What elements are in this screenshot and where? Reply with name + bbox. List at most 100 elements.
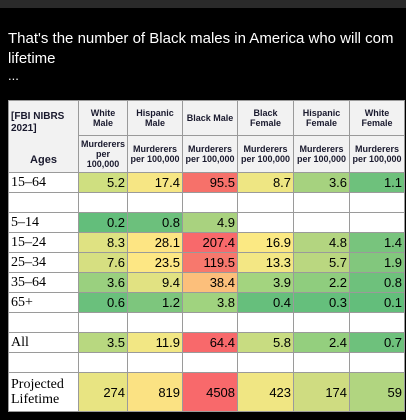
unit-header: Murderers per 100,000 [293,135,351,173]
row-label: 15–64 [8,172,79,193]
empty-cell [182,352,239,373]
cell-value: 5.8 [237,332,295,353]
empty-cell [293,192,351,213]
cell-value: 2.4 [293,332,351,353]
cell-value: 4.8 [293,232,351,253]
cell-value: 819 [127,372,184,412]
cell-value: 28.1 [127,232,184,253]
cell-value: 16.9 [237,232,295,253]
cell-value [349,212,406,233]
data-row: 15–24 8.3 28.1 207.4 16.9 4.8 1.4 [8,232,406,253]
unit-header: Murderers per 100,000 [77,135,129,173]
cell-value: 9.4 [127,272,184,293]
cell-value: 174 [293,372,351,412]
cell-value: 0.8 [127,212,184,233]
cell-value: 7.6 [77,252,129,273]
empty-cell [8,192,79,213]
table: [FBI NIBRS 2021] Ages White Male Hispanic M… [8,100,406,412]
cell-value: 38.4 [182,272,239,293]
row-label: 65+ [8,292,79,313]
data-row: Projected Lifetime 274 819 4508 423 174 59 [8,372,406,412]
column-header: Black Male [182,100,239,136]
spacer-row [8,192,406,213]
show-more[interactable]: ... [8,68,19,83]
source-label: [FBI NIBRS 2021] [11,111,65,134]
row-label: 5–14 [8,212,79,233]
data-row: 15–64 5.2 17.4 95.5 8.7 3.6 1.1 [8,172,406,193]
spacer-row [8,312,406,333]
cell-value: 13.3 [237,252,295,273]
unit-header: Murderers per 100,000 [182,135,239,173]
cell-value: 11.9 [127,332,184,353]
cell-value: 119.5 [182,252,239,273]
empty-cell [182,312,239,333]
cell-value: 0.3 [293,292,351,313]
cell-value: 4508 [182,372,239,412]
unit-header: Murderers per 100,000 [237,135,295,173]
data-row: 5–14 0.2 0.8 4.9 [8,212,406,233]
unit-header: Murderers per 100,000 [127,135,184,173]
empty-cell [237,352,295,373]
empty-cell [293,312,351,333]
cell-value: 5.7 [293,252,351,273]
cell-value: 5.2 [77,172,129,193]
cell-value: 3.9 [237,272,295,293]
data-row: 65+ 0.6 1.2 3.8 0.4 0.3 0.1 [8,292,406,313]
empty-cell [8,312,79,333]
cell-value: 423 [237,372,295,412]
top-bar [0,0,406,8]
cell-value: 274 [77,372,129,412]
empty-cell [127,192,184,213]
cell-value: 3.6 [77,272,129,293]
empty-cell [349,352,406,373]
empty-cell [182,192,239,213]
cell-value [237,212,295,233]
column-header: Black Female [237,100,295,136]
cell-value: 8.3 [77,232,129,253]
cell-value: 207.4 [182,232,239,253]
cell-value: 3.8 [182,292,239,313]
cell-value: 95.5 [182,172,239,193]
cell-value: 0.1 [349,292,406,313]
row-label: All [8,332,79,353]
cell-value: 17.4 [127,172,184,193]
cell-value: 2.2 [293,272,351,293]
cell-value: 8.7 [237,172,295,193]
post-text: That's the number of Black males in Amer… [8,30,394,47]
cell-value: 1.1 [349,172,406,193]
cell-value: 0.8 [349,272,406,293]
column-header: Hispanic Female [293,100,351,136]
post-text: lifetime [8,50,56,67]
empty-cell [293,352,351,373]
cell-value: 59 [349,372,406,412]
row-label: 25–34 [8,252,79,273]
column-header: Hispanic Male [127,100,184,136]
empty-cell [237,312,295,333]
row-label: 15–24 [8,232,79,253]
cell-value: 1.9 [349,252,406,273]
data-row: All 3.5 11.9 64.4 5.8 2.4 0.7 [8,332,406,353]
spacer-row [8,352,406,373]
empty-cell [127,352,184,373]
column-header: White Male [77,100,129,136]
unit-header: Murderers per 100,000 [349,135,406,173]
empty-cell [349,312,406,333]
cell-value: 0.7 [349,332,406,353]
cell-value: 1.4 [349,232,406,253]
empty-cell [237,192,295,213]
cell-value: 0.4 [237,292,295,313]
row-label: 35–64 [8,272,79,293]
empty-cell [127,312,184,333]
data-row: 35–64 3.6 9.4 38.4 3.9 2.2 0.8 [8,272,406,293]
cell-value [293,212,351,233]
cell-value: 3.5 [77,332,129,353]
empty-cell [8,352,79,373]
empty-cell [77,352,129,373]
cell-value: 64.4 [182,332,239,353]
empty-cell [77,312,129,333]
cell-value: 4.9 [182,212,239,233]
cell-value: 0.6 [77,292,129,313]
empty-cell [349,192,406,213]
row-label: Projected Lifetime [8,372,79,412]
